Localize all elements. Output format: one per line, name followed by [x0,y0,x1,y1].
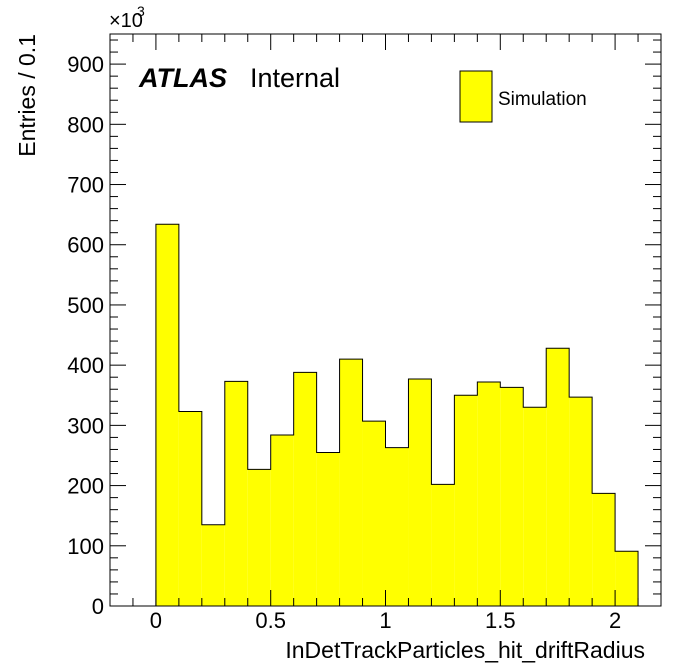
histogram-bin [339,359,363,606]
histogram-bin [247,469,271,606]
atlas-label-internal: Internal [250,63,340,93]
y-tick-label: 100 [67,534,104,559]
y-tick-label: 900 [67,52,104,77]
atlas-label-bold: ATLAS [138,63,227,93]
x-tick-label: 2 [609,608,621,633]
x-tick-label: 0 [150,608,162,633]
histogram-bin [592,493,616,606]
histogram-bin [431,484,455,606]
histogram-bin [477,382,501,606]
y-tick-label: 700 [67,173,104,198]
x-tick-label: 1 [379,608,391,633]
y-multiplier-base: ×10 [109,10,143,32]
legend-entry-simulation: Simulation [498,89,587,110]
tick-labels: 0 0.5 1 1.5 2 0 100 200 300 400 500 600 700 800 900 [67,52,621,633]
histogram-bin [201,524,225,606]
y-tick-label: 800 [67,112,104,137]
histogram-bin [155,224,179,606]
histogram-bin [316,452,340,606]
histogram-bin [454,395,478,606]
histogram-bin [523,407,547,606]
histogram-bin [408,379,432,606]
axis-ticks [109,34,662,607]
y-tick-label: 300 [67,413,104,438]
histogram-bin [615,551,639,606]
histogram-bin [270,435,294,606]
y-axis-title: Entries / 0.1 [14,34,40,157]
x-tick-label: 1.5 [485,608,516,633]
histogram-bin [224,381,248,606]
y-tick-label: 600 [67,233,104,258]
y-multiplier-exponent: 3 [137,3,145,19]
histogram-bin [178,411,202,606]
legend: Simulation [459,70,587,123]
histogram-bin [385,447,409,606]
histogram-bin [546,348,570,606]
y-axis-multiplier: ×10 3 [109,3,145,32]
histogram-bin [362,421,386,606]
atlas-label: ATLAS Internal [138,63,340,93]
y-tick-label: 0 [92,594,104,619]
histogram-outline [155,223,639,606]
histogram-bin [569,397,593,606]
histogram-bin [500,387,524,606]
x-axis-title: InDetTrackParticles_hit_driftRadius [285,637,645,663]
y-tick-label: 200 [67,474,104,499]
y-tick-label: 400 [67,353,104,378]
y-tick-label: 500 [67,293,104,318]
histogram-bars [155,223,639,606]
x-tick-label: 0.5 [255,608,286,633]
histogram-bin [293,372,317,606]
legend-swatch [459,70,493,123]
